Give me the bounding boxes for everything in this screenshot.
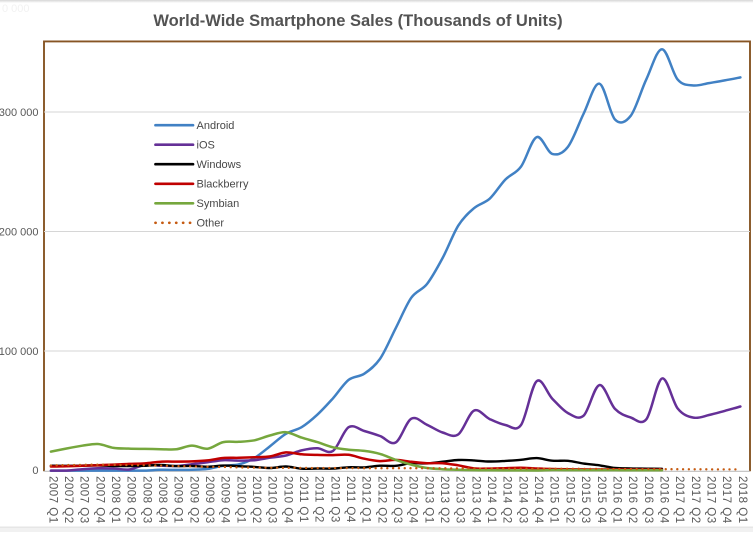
svg-text:Blackberry: Blackberry [197,179,249,191]
svg-text:2013 Q4: 2013 Q4 [469,476,482,524]
svg-text:200 000: 200 000 [0,226,39,238]
svg-text:2010 Q1: 2010 Q1 [234,476,247,524]
svg-text:2007 Q4: 2007 Q4 [93,476,106,524]
svg-text:2007 Q2: 2007 Q2 [62,476,75,524]
svg-text:100 000: 100 000 [0,346,39,358]
svg-text:0 000: 0 000 [2,3,30,15]
svg-text:2013 Q2: 2013 Q2 [438,476,451,524]
svg-text:300 000: 300 000 [0,107,39,119]
svg-text:2009 Q3: 2009 Q3 [203,476,216,524]
svg-text:World-Wide Smartphone Sales (T: World-Wide Smartphone Sales (Thousands o… [153,12,562,30]
svg-text:2010 Q3: 2010 Q3 [266,476,279,524]
svg-text:2015 Q2: 2015 Q2 [563,476,576,524]
svg-text:2008 Q3: 2008 Q3 [140,476,153,524]
svg-text:2011 Q2: 2011 Q2 [313,476,326,523]
svg-text:iOS: iOS [197,140,215,152]
svg-text:2012 Q4: 2012 Q4 [407,476,420,524]
svg-text:2017 Q3: 2017 Q3 [704,476,717,524]
svg-text:2016 Q2: 2016 Q2 [626,476,639,524]
svg-text:2007 Q1: 2007 Q1 [46,476,59,524]
svg-text:2016 Q4: 2016 Q4 [657,476,670,524]
svg-text:Symbian: Symbian [197,198,240,210]
svg-text:2015 Q1: 2015 Q1 [548,476,561,524]
svg-text:2010 Q4: 2010 Q4 [281,476,294,524]
svg-text:2014 Q2: 2014 Q2 [501,476,514,524]
svg-text:2008 Q1: 2008 Q1 [109,476,122,524]
svg-text:Windows: Windows [197,159,242,171]
svg-text:2013 Q1: 2013 Q1 [422,476,435,524]
svg-text:2009 Q1: 2009 Q1 [172,476,185,524]
svg-text:2012 Q3: 2012 Q3 [391,476,404,524]
svg-text:2008 Q2: 2008 Q2 [125,476,138,524]
svg-text:2015 Q4: 2015 Q4 [595,476,608,524]
svg-text:2014 Q1: 2014 Q1 [485,476,498,524]
svg-text:2017 Q2: 2017 Q2 [689,476,702,524]
svg-text:0: 0 [32,465,38,477]
svg-text:2011 Q1: 2011 Q1 [297,476,310,523]
svg-text:2014 Q3: 2014 Q3 [516,476,529,524]
svg-text:2016 Q3: 2016 Q3 [642,476,655,524]
svg-text:2018 Q1: 2018 Q1 [736,476,749,524]
svg-text:2010 Q2: 2010 Q2 [250,476,263,524]
svg-text:2011 Q3: 2011 Q3 [328,476,341,523]
svg-text:Other: Other [197,218,225,230]
svg-text:2014 Q4: 2014 Q4 [532,476,545,524]
svg-text:2012 Q1: 2012 Q1 [360,476,373,524]
svg-text:2013 Q3: 2013 Q3 [454,476,467,524]
svg-text:2009 Q2: 2009 Q2 [187,476,200,524]
svg-text:2008 Q4: 2008 Q4 [156,476,169,524]
svg-text:2012 Q2: 2012 Q2 [375,476,388,524]
svg-text:2017 Q1: 2017 Q1 [673,476,686,524]
svg-text:2011 Q4: 2011 Q4 [344,476,357,523]
svg-text:2017 Q4: 2017 Q4 [720,476,733,524]
svg-text:2015 Q3: 2015 Q3 [579,476,592,524]
svg-text:2009 Q4: 2009 Q4 [219,476,232,524]
svg-text:2007 Q3: 2007 Q3 [78,476,91,524]
svg-text:Android: Android [197,120,235,132]
svg-text:2016 Q1: 2016 Q1 [610,476,623,524]
